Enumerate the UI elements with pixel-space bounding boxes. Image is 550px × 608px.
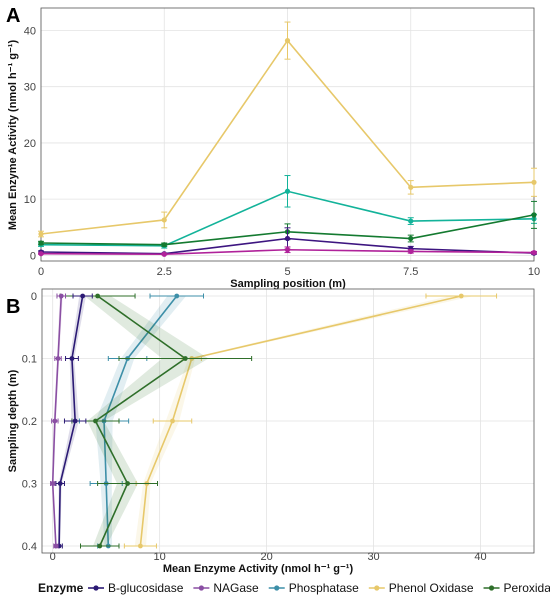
legend-swatch-point: [198, 585, 204, 591]
panel-a-point: [284, 188, 291, 194]
panel-a: A 0 2.5 5 7.5 10 0 10 20 30 40 Sampling position…: [6, 5, 540, 290]
panel-b-x-ticks: 0 10 20 30 40: [50, 551, 487, 563]
panel-a-point: [408, 184, 414, 190]
legend-swatch-point: [274, 585, 280, 591]
legend-swatch-point: [93, 585, 99, 591]
panel-a-point: [161, 242, 167, 248]
panel-b-point: [55, 356, 61, 361]
panel-b-x-tick-label: 0: [50, 551, 56, 563]
panel-a-y-tick-label: 20: [24, 138, 36, 150]
legend-label: Peroxidase: [504, 581, 550, 595]
panel-a-y-ticks: 0 10 20 30 40: [24, 25, 36, 262]
panel-b-point: [58, 293, 64, 299]
panel-a-y-tick-label: 40: [24, 25, 36, 37]
panel-b-point: [52, 418, 58, 424]
panel-a-x-tick-label: 5: [284, 266, 290, 278]
panel-b-series: [50, 293, 498, 549]
panel-b-x-tick-label: 30: [367, 551, 379, 563]
panel-b-point: [80, 293, 86, 299]
panel-a-point: [161, 251, 167, 257]
panel-b-x-tick-label: 10: [154, 551, 166, 563]
panel-a-point: [531, 249, 537, 256]
panel-b-letter: B: [6, 296, 20, 318]
panel-a-x-tick-label: 10: [528, 266, 540, 278]
legend-label: Phenol Oxidase: [389, 581, 474, 595]
legend-swatch-point: [374, 585, 380, 591]
panel-a-x-tick-label: 0: [38, 266, 44, 278]
panel-a-point: [408, 235, 414, 242]
panel-a-point: [408, 218, 414, 224]
panel-b-point: [170, 418, 175, 424]
panel-b-point: [95, 293, 101, 299]
panel-b-x-axis-title: Mean Enzyme Activity (nmol h⁻¹ g⁻¹): [163, 563, 354, 575]
panel-a-series-phenol-oxidase: [38, 21, 537, 238]
legend-title: Enzyme: [38, 581, 84, 595]
panel-a-point: [284, 38, 291, 44]
panel-b-point: [93, 418, 98, 424]
panel-b-y-tick-label: 0: [31, 291, 37, 303]
panel-a-y-axis-title: Mean Enzyme Activity (nmol h⁻¹ g⁻¹): [7, 40, 19, 231]
panel-b-point: [458, 293, 464, 299]
panel-a-point: [531, 179, 537, 185]
panel-b-y-tick-label: 0.4: [22, 541, 37, 553]
panel-a-point: [531, 212, 537, 218]
panel-b-x-tick-label: 40: [474, 551, 486, 563]
panel-b-series-nagase: [50, 293, 67, 549]
panel-b-y-tick-label: 0.1: [22, 354, 37, 366]
legend-item-b-glucosidase: B-glucosidase: [88, 581, 184, 595]
panel-b-point: [50, 481, 56, 486]
panel-a-x-axis-title: Sampling position (m): [230, 278, 346, 290]
panel-a-series-nagase: [38, 246, 537, 257]
panel-b-y-tick-label: 0.2: [22, 416, 37, 428]
panel-a-point: [38, 251, 44, 257]
panel-a-point: [38, 231, 44, 237]
panel-b-y-ticks: 0 0.1 0.2 0.3 0.4: [22, 291, 37, 553]
legend-item-nagase: NAGase: [193, 581, 259, 595]
panel-b-point: [138, 543, 143, 549]
panel-b-ribbon-phosphatase: [95, 296, 187, 546]
panel-a-point: [284, 247, 291, 253]
panel-b-point: [53, 543, 59, 549]
panel-b-x-tick-label: 20: [260, 551, 272, 563]
legend-label: Phosphatase: [289, 581, 359, 595]
panel-a-y-tick-label: 10: [24, 194, 36, 206]
legend-item-phenol-oxidase: Phenol Oxidase: [368, 581, 474, 595]
panel-b-series-b-glucosidase: [55, 293, 93, 549]
legend-label: NAGase: [213, 581, 259, 595]
legend-item-phosphatase: Phosphatase: [268, 581, 359, 595]
panel-b-point: [174, 293, 180, 299]
panel-a-point: [284, 235, 291, 242]
panel-a-y-tick-label: 0: [30, 250, 36, 262]
panel-a-series: [38, 21, 537, 257]
panel-a-frame: [40, 7, 535, 262]
panel-b: B 0 10 20 30 40 0 0.1 0.2 0.3 0.4 Mean Enzyme Ac…: [6, 288, 535, 575]
panel-a-point: [408, 248, 414, 255]
legend-swatch-point: [488, 585, 495, 591]
panel-b-y-axis-title: Sampling depth (m): [7, 369, 19, 472]
legend-item-peroxidase: Peroxidase: [483, 581, 550, 595]
panel-a-point: [161, 217, 167, 223]
panel-b-point: [69, 356, 75, 361]
legend: Enzyme B-glucosidase NAGase Phosphatase Phe…: [38, 581, 550, 595]
legend-items: B-glucosidase NAGase Phosphatase Phenol Oxi…: [88, 581, 550, 595]
legend-label: B-glucosidase: [108, 581, 184, 595]
panel-a-x-ticks: 0 2.5 5 7.5 10: [38, 266, 540, 278]
panel-b-frame: [41, 288, 535, 554]
panel-b-y-tick-label: 0.3: [22, 479, 37, 491]
panel-a-point: [38, 240, 44, 246]
panel-a-letter: A: [6, 5, 20, 27]
panel-b-point: [125, 481, 130, 486]
panel-a-x-tick-label: 2.5: [157, 266, 172, 278]
panel-b-point: [72, 418, 78, 424]
panel-a-x-tick-label: 7.5: [403, 266, 418, 278]
panel-b-point: [57, 481, 63, 486]
panel-b-point: [182, 356, 188, 361]
panel-a-y-tick-label: 30: [24, 82, 36, 94]
panel-b-point: [97, 543, 103, 549]
